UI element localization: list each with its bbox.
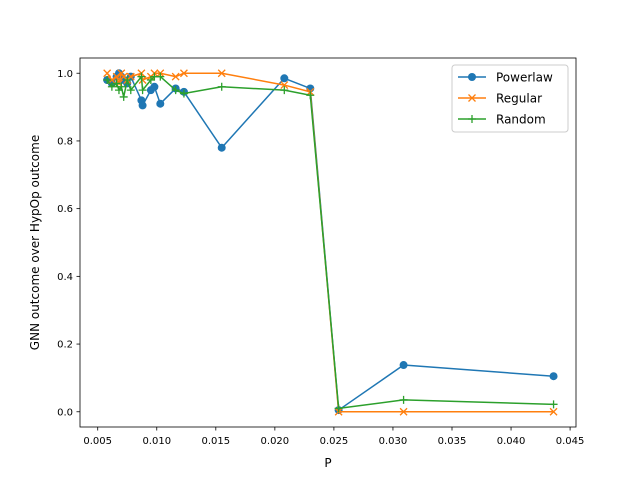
data-point [280, 86, 289, 95]
x-tick-label: 0.045 [556, 436, 585, 447]
legend-marker [468, 115, 476, 123]
data-point [138, 101, 147, 110]
data-point [117, 82, 126, 91]
data-point [217, 69, 226, 78]
data-point [126, 86, 135, 95]
x-axis-label: P [324, 456, 331, 470]
data-point [126, 72, 135, 81]
data-point [112, 72, 121, 81]
data-point [334, 404, 343, 413]
data-point [107, 82, 116, 91]
x-tick-label: 0.015 [201, 436, 230, 447]
y-tick-label: 0.2 [57, 340, 73, 351]
x-tick-label: 0.030 [379, 436, 408, 447]
data-point [103, 69, 112, 78]
data-point [179, 89, 188, 98]
legend: Powerlaw Regular Random [451, 64, 569, 133]
x-tick-label: 0.035 [438, 436, 467, 447]
x-axis-ticks: 0.005 0.010 0.015 0.020 0.025 0.030 0.035 0.040… [83, 427, 584, 447]
y-axis-ticks: 0.0 0.2 0.4 0.6 0.8 1.0 [57, 69, 80, 418]
x-tick-label: 0.040 [497, 436, 526, 447]
plot-area [79, 57, 577, 428]
x-tick-label: 0.010 [142, 436, 171, 447]
data-point [549, 372, 558, 381]
data-point [217, 82, 226, 91]
y-axis-label: GNN outcome over HypOp outcome [28, 135, 42, 350]
data-point [146, 76, 155, 85]
axes-frame [79, 57, 577, 428]
data-point [117, 69, 126, 78]
legend-marker [468, 94, 476, 102]
data-point [280, 81, 289, 90]
data-point [280, 74, 289, 83]
x-tick-label: 0.025 [320, 436, 349, 447]
data-point [399, 395, 408, 404]
data-point [156, 72, 165, 81]
data-point [549, 400, 558, 409]
legend-item-random: Random [458, 113, 546, 127]
data-point [112, 79, 121, 88]
y-tick-label: 0.4 [57, 272, 73, 283]
legend-marker [468, 73, 476, 81]
legend-item-powerlaw: Powerlaw [458, 71, 553, 85]
data-point [171, 72, 180, 81]
data-point [171, 86, 180, 95]
series-layer [103, 69, 558, 416]
legend-box [451, 64, 569, 133]
data-point [138, 86, 147, 95]
data-point [150, 82, 159, 91]
data-point [137, 72, 146, 81]
series-random [103, 72, 558, 413]
data-point [156, 99, 165, 108]
data-point [399, 407, 408, 416]
legend-label: Random [496, 113, 546, 127]
x-tick-label: 0.005 [83, 436, 112, 447]
data-point [103, 76, 112, 85]
y-tick-label: 0.6 [57, 204, 73, 215]
data-point [399, 361, 408, 370]
y-tick-label: 1.0 [57, 69, 73, 80]
data-point [306, 91, 315, 100]
data-point [119, 92, 128, 101]
y-tick-label: 0.8 [57, 137, 73, 148]
legend-label: Powerlaw [496, 71, 553, 85]
x-tick-label: 0.020 [261, 436, 290, 447]
data-point [549, 407, 558, 416]
data-point [217, 143, 226, 152]
y-tick-label: 0.0 [57, 407, 73, 418]
data-point [179, 69, 188, 78]
legend-label: Regular [496, 92, 542, 106]
data-point [123, 76, 132, 85]
legend-item-regular: Regular [458, 92, 542, 106]
